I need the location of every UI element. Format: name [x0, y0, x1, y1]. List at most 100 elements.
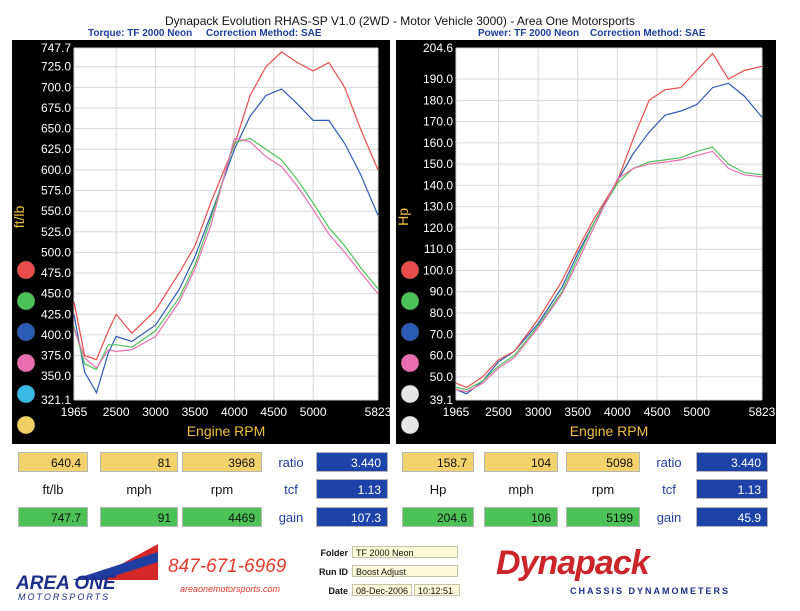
dynapack-brand: Dynapack — [496, 544, 650, 582]
power-chart-panel: 1965 2500 3000 3500 4000 4500 5000 5823 204.6 190… — [395, 40, 776, 444]
power-xtick-label: 1965 — [443, 405, 470, 419]
torque-legend-dot-red[interactable] — [16, 260, 36, 280]
torque-top-value: 640.4 — [18, 452, 88, 472]
torque-ytick-label: 747.7 — [41, 41, 71, 55]
power-xtick-label: 4000 — [604, 405, 631, 419]
torque-top-mph: 81 — [100, 452, 178, 472]
power-ytick-label: 190.0 — [423, 72, 453, 86]
torque-mph-label: mph — [126, 482, 152, 497]
torque-ratio-label: ratio — [278, 455, 304, 470]
dynapack-sub: CHASSIS DYNAMOMETERS — [570, 586, 731, 596]
logo-text: AREA ONE — [15, 573, 117, 594]
torque-ytick-label: 321.1 — [41, 393, 71, 407]
power-legend-dot-red[interactable] — [400, 260, 420, 280]
power-legend-dot-pink[interactable] — [400, 353, 420, 373]
power-ytick-label: 50.0 — [430, 370, 454, 384]
torque-ytick-label: 700.0 — [41, 80, 71, 94]
power-ytick-label: 180.0 — [423, 93, 453, 107]
power-ytick-label: 170.0 — [423, 115, 453, 129]
torque-series-header: Torque: TF 2000 Neon — [88, 28, 193, 39]
torque-ytick-label: 450.0 — [41, 287, 71, 301]
power-xtick-label: 5000 — [683, 405, 710, 419]
torque-ratio-value: 3.440 — [316, 452, 388, 472]
torque-gain-value: 107.3 — [316, 507, 388, 527]
torque-ytick-label: 675.0 — [41, 101, 71, 115]
power-mph-label: mph — [508, 482, 534, 497]
torque-ytick-label: 550.0 — [41, 204, 71, 218]
torque-chart-panel: 1965 2500 3000 3500 4000 4500 5000 5823 747.7 725… — [11, 40, 392, 444]
power-xtick-label: 3000 — [525, 405, 552, 419]
time-value: 10:12:51 — [414, 584, 460, 596]
power-ytick-label: 39.1 — [430, 393, 454, 407]
torque-ytick-label: 525.0 — [41, 225, 71, 239]
power-ytick-label: 160.0 — [423, 136, 453, 150]
torque-ytick-label: 575.0 — [41, 183, 71, 197]
power-chart: 1965 2500 3000 3500 4000 4500 5000 5823 204.6 190… — [395, 41, 776, 439]
torque-gain-label: gain — [278, 510, 304, 525]
torque-ytick-label: 600.0 — [41, 163, 71, 177]
torque-ytick-label: 400.0 — [41, 328, 71, 342]
torque-ytick-label: 375.0 — [41, 349, 71, 363]
power-x-axis-label: Engine RPM — [570, 423, 649, 439]
power-top-value: 158.7 — [402, 452, 474, 472]
torque-xtick-label: 5823 — [365, 405, 390, 419]
power-ytick-label: 100.0 — [423, 263, 453, 277]
torque-rpm-label: rpm — [210, 482, 234, 497]
logo-sub: MOTORSPORTS — [18, 592, 110, 602]
power-ytick-label: 90.0 — [430, 285, 454, 299]
power-peak-mph: 106 — [484, 507, 558, 527]
power-correction-header: Correction Method: SAE — [590, 28, 706, 39]
torque-ytick-label: 475.0 — [41, 266, 71, 280]
power-ytick-label: 70.0 — [430, 327, 454, 341]
torque-peak-rpm: 4469 — [182, 507, 262, 527]
torque-tcf-value: 1.13 — [316, 479, 388, 499]
power-ytick-label: 120.0 — [423, 221, 453, 235]
runid-value: Boost Adjust — [352, 565, 458, 577]
power-rpm-label: rpm — [591, 482, 615, 497]
power-legend-dot-blue[interactable] — [400, 322, 420, 342]
power-xtick-label: 3500 — [564, 405, 591, 419]
torque-series-red — [73, 51, 379, 361]
torque-legend-dot-pink[interactable] — [16, 353, 36, 373]
torque-xtick-label: 3500 — [182, 405, 209, 419]
power-ytick-label: 110.0 — [424, 242, 453, 256]
phone-number: 847-671-6969 — [168, 556, 287, 577]
power-legend-dot-white[interactable] — [400, 384, 420, 404]
torque-xtick-label: 2500 — [103, 405, 130, 419]
report-title: Dynapack Evolution RHAS-SP V1.0 (2WD - M… — [165, 14, 635, 28]
power-legend-dot-green[interactable] — [400, 291, 420, 311]
torque-xtick-label: 1965 — [61, 405, 88, 419]
power-peak-value: 204.6 — [402, 507, 474, 527]
power-gain-value: 45.9 — [696, 507, 768, 527]
footer: AREA ONE MOTORSPORTS 847-671-6969 areaon… — [8, 540, 790, 606]
torque-x-axis-label: Engine RPM — [187, 423, 266, 439]
power-top-mph: 104 — [484, 452, 558, 472]
runid-label: Run ID — [319, 567, 348, 577]
torque-legend-dot-green[interactable] — [16, 291, 36, 311]
power-series-header: Power: TF 2000 Neon — [478, 28, 580, 39]
power-series-red — [455, 52, 763, 389]
power-tcf-value: 1.13 — [696, 479, 768, 499]
power-ytick-label: 150.0 — [423, 157, 453, 171]
torque-legend-dot-yellow[interactable] — [16, 415, 36, 435]
power-series-pink — [455, 150, 763, 393]
torque-plot-area — [74, 48, 378, 400]
torque-xtick-label: 5000 — [300, 405, 327, 419]
power-ytick-label: 80.0 — [430, 306, 454, 320]
torque-peak-mph: 91 — [100, 507, 178, 527]
power-tcf-label: tcf — [662, 482, 676, 497]
power-xtick-label: 2500 — [485, 405, 512, 419]
power-series-green — [455, 146, 763, 391]
power-y-axis-label: Hp — [396, 208, 411, 226]
torque-ytick-label: 650.0 — [41, 122, 71, 136]
torque-ytick-label: 500.0 — [41, 245, 71, 259]
power-legend-dot-white[interactable] — [400, 415, 420, 435]
power-peak-rpm: 5199 — [566, 507, 640, 527]
website: areaonemotorsports.com — [180, 584, 281, 594]
torque-legend-dot-blue[interactable] — [16, 322, 36, 342]
power-xtick-label: 4500 — [644, 405, 671, 419]
torque-legend-dot-cyan[interactable] — [16, 384, 36, 404]
torque-ytick-label: 350.0 — [41, 369, 71, 383]
torque-series-pink — [73, 137, 379, 369]
power-unit-label: Hp — [429, 482, 447, 497]
